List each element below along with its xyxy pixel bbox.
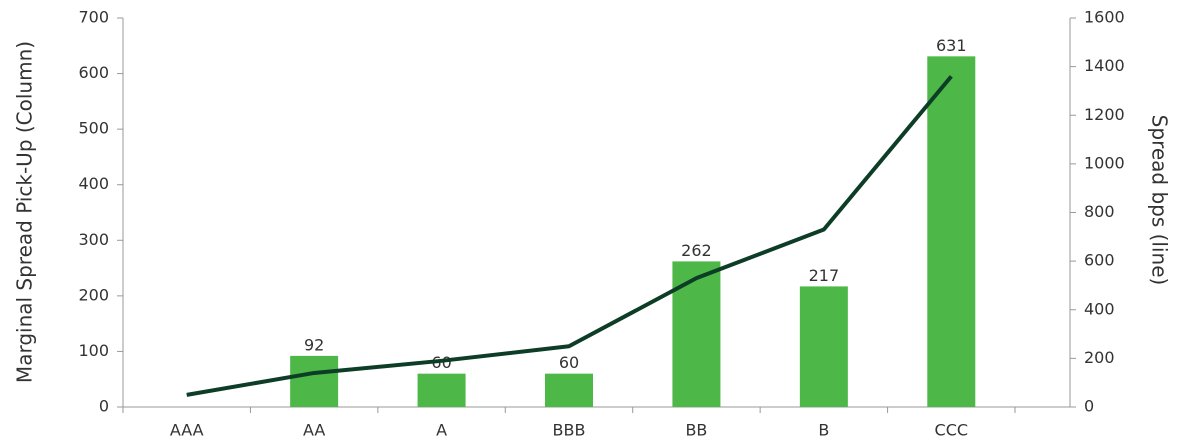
- y2-axis-title: Spread bps (line): [1148, 115, 1172, 286]
- y2-tick-label: 200: [1084, 348, 1115, 367]
- data-label: 60: [559, 353, 579, 372]
- bar: [417, 373, 466, 407]
- data-label: 262: [681, 241, 712, 260]
- bar: [799, 286, 848, 407]
- bar: [545, 373, 593, 407]
- y-tick-label: 100: [78, 341, 109, 360]
- bar: [290, 355, 339, 407]
- data-label: 631: [936, 36, 967, 55]
- y-tick-label: 600: [78, 63, 109, 82]
- x-tick-label: AA: [303, 421, 325, 440]
- x-tick-label: B: [818, 421, 829, 440]
- y2-tick-label: 0: [1084, 397, 1094, 416]
- y-axis-title: Marginal Spread Pick-Up (Column): [13, 41, 37, 383]
- bar: [927, 56, 976, 407]
- data-label: 92: [304, 335, 324, 354]
- y-tick-label: 500: [78, 119, 109, 138]
- line: [186, 75, 953, 397]
- data-label: 217: [809, 266, 840, 285]
- y-tick-label: 400: [78, 174, 109, 193]
- y-tick-label: 700: [78, 8, 109, 27]
- y2-tick-label: 1000: [1084, 153, 1125, 172]
- x-tick-label: BB: [685, 421, 707, 440]
- y-tick-label: 0: [99, 397, 109, 416]
- y2-tick-label: 800: [1084, 202, 1115, 221]
- y2-tick-label: 400: [1084, 299, 1115, 318]
- y2-tick-label: 1200: [1084, 105, 1125, 124]
- y2-tick-label: 1600: [1084, 8, 1125, 27]
- x-tick-label: A: [436, 421, 447, 440]
- x-tick-label: CCC: [935, 421, 969, 440]
- y-tick-label: 200: [78, 285, 109, 304]
- y2-tick-label: 600: [1084, 251, 1115, 270]
- y2-tick-label: 1400: [1084, 56, 1125, 75]
- y-tick-label: 300: [78, 230, 109, 249]
- x-tick-label: AAA: [170, 421, 204, 440]
- bar: [672, 261, 721, 407]
- x-tick-label: BBB: [553, 421, 586, 440]
